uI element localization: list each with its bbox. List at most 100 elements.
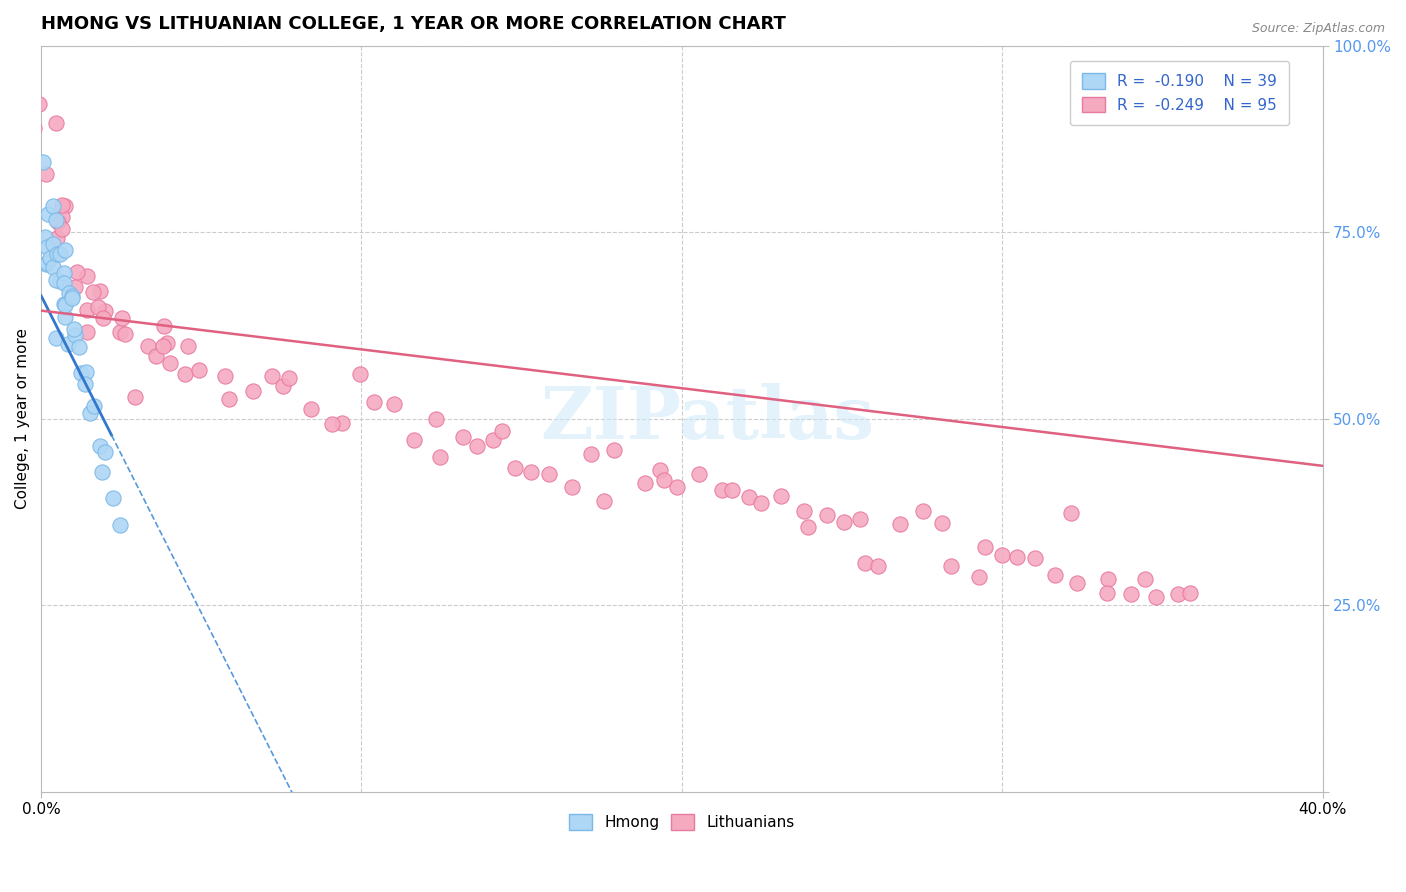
Point — [349, 367, 371, 381]
Point — [214, 368, 236, 383]
Point — [1144, 590, 1167, 604]
Point — [1119, 587, 1142, 601]
Point — [63, 322, 86, 336]
Point — [42, 260, 65, 274]
Point — [70, 366, 93, 380]
Point — [63, 328, 86, 343]
Point — [271, 378, 294, 392]
Point — [45, 331, 67, 345]
Point — [51, 198, 73, 212]
Point — [721, 483, 744, 497]
Text: HMONG VS LITHUANIAN COLLEGE, 1 YEAR OR MORE CORRELATION CHART: HMONG VS LITHUANIAN COLLEGE, 1 YEAR OR M… — [41, 15, 786, 33]
Point — [868, 558, 890, 573]
Point — [187, 363, 209, 377]
Point — [89, 439, 111, 453]
Point — [991, 548, 1014, 562]
Point — [1059, 506, 1081, 520]
Point — [363, 395, 385, 409]
Point — [76, 325, 98, 339]
Point — [48, 274, 70, 288]
Point — [35, 256, 58, 270]
Point — [465, 439, 488, 453]
Point — [94, 445, 117, 459]
Legend: Hmong, Lithuanians: Hmong, Lithuanians — [562, 808, 801, 837]
Point — [1133, 573, 1156, 587]
Point — [37, 207, 59, 221]
Point — [592, 494, 614, 508]
Point — [1097, 572, 1119, 586]
Point — [52, 297, 75, 311]
Point — [429, 450, 451, 465]
Point — [152, 339, 174, 353]
Point — [114, 327, 136, 342]
Point — [53, 276, 76, 290]
Point — [45, 231, 67, 245]
Point — [51, 221, 73, 235]
Point — [90, 466, 112, 480]
Point — [1066, 576, 1088, 591]
Point — [22, 120, 45, 135]
Point — [537, 467, 560, 482]
Point — [260, 369, 283, 384]
Point — [35, 240, 58, 254]
Point — [1167, 586, 1189, 600]
Point — [481, 434, 503, 448]
Point — [145, 349, 167, 363]
Point — [1024, 551, 1046, 566]
Point — [1005, 549, 1028, 564]
Point — [634, 476, 657, 491]
Point — [159, 356, 181, 370]
Point — [53, 199, 76, 213]
Text: Source: ZipAtlas.com: Source: ZipAtlas.com — [1251, 22, 1385, 36]
Point — [136, 339, 159, 353]
Point — [53, 243, 76, 257]
Point — [28, 97, 51, 112]
Point — [749, 496, 772, 510]
Point — [519, 465, 541, 479]
Point — [46, 215, 69, 229]
Point — [889, 516, 911, 531]
Point — [832, 515, 855, 529]
Text: ZIPatlas: ZIPatlas — [540, 384, 875, 454]
Point — [912, 504, 935, 518]
Point — [665, 480, 688, 494]
Point — [299, 402, 322, 417]
Point — [451, 429, 474, 443]
Point — [46, 247, 69, 261]
Point — [39, 251, 62, 265]
Point — [603, 442, 626, 457]
Point — [503, 460, 526, 475]
Point — [79, 406, 101, 420]
Point — [648, 463, 671, 477]
Point — [931, 516, 953, 530]
Point — [321, 417, 343, 431]
Point — [53, 298, 76, 312]
Point — [110, 325, 132, 339]
Point — [173, 367, 195, 381]
Point — [652, 473, 675, 487]
Y-axis label: College, 1 year or more: College, 1 year or more — [15, 328, 30, 509]
Point — [82, 285, 104, 299]
Point — [815, 508, 838, 523]
Point — [688, 467, 710, 482]
Point — [67, 340, 90, 354]
Point — [1097, 585, 1119, 599]
Point — [87, 301, 110, 315]
Point — [60, 292, 83, 306]
Point — [579, 447, 602, 461]
Point — [89, 284, 111, 298]
Point — [34, 229, 56, 244]
Point — [152, 318, 174, 333]
Point — [939, 558, 962, 573]
Point — [45, 116, 67, 130]
Point — [66, 265, 89, 279]
Point — [56, 337, 79, 351]
Point — [45, 273, 67, 287]
Point — [974, 540, 997, 554]
Point — [849, 512, 872, 526]
Point — [177, 339, 200, 353]
Point — [58, 286, 80, 301]
Point — [853, 557, 876, 571]
Point — [76, 269, 98, 284]
Point — [73, 376, 96, 391]
